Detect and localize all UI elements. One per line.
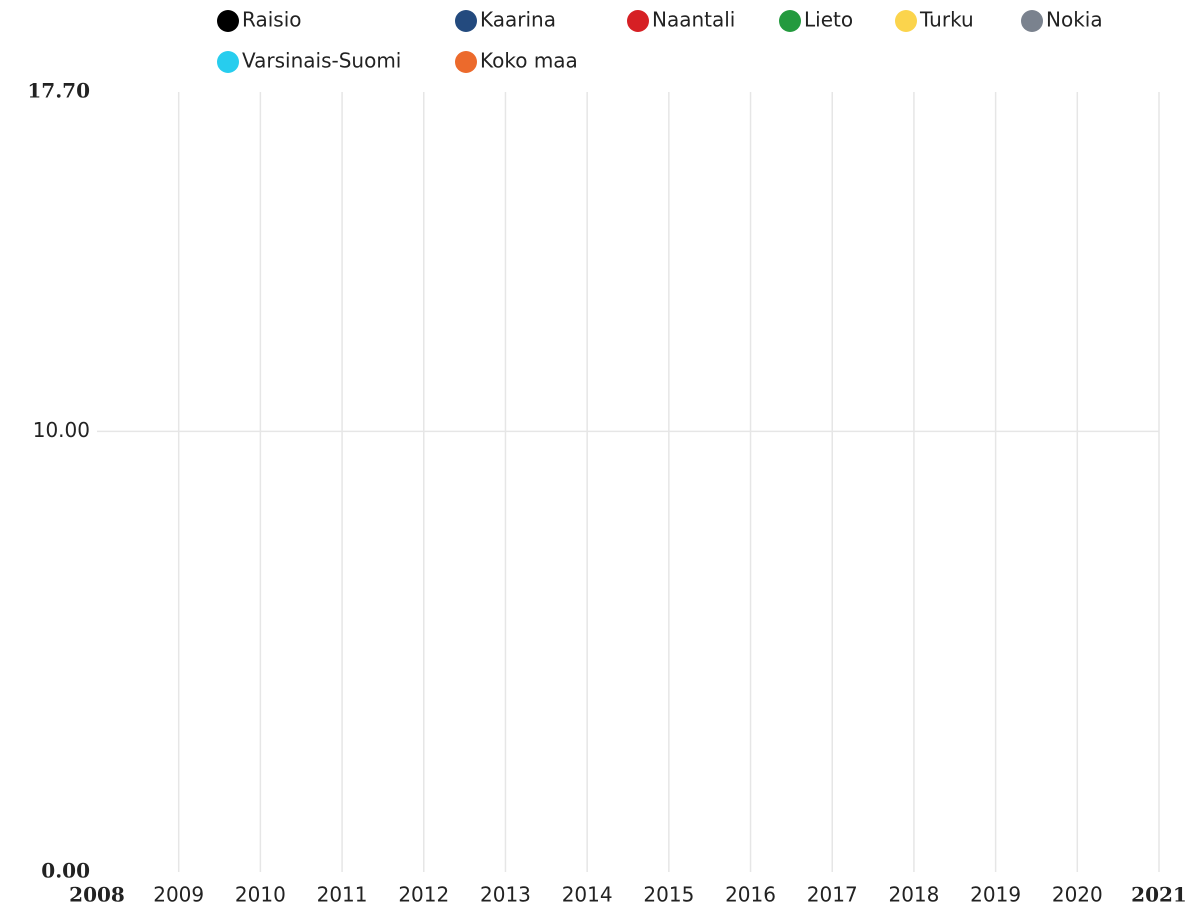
- legend-marker: [217, 10, 239, 32]
- x-tick-label: 2016: [725, 883, 776, 907]
- legend-label: Naantali: [652, 8, 735, 32]
- x-tick-label: 2014: [562, 883, 613, 907]
- x-tick-label: 2013: [480, 883, 531, 907]
- y-tick-label: 0.00: [41, 859, 90, 883]
- y-tick-label: 17.70: [27, 79, 90, 103]
- legend-label: Kaarina: [480, 8, 556, 32]
- x-tick-label: 2009: [153, 883, 204, 907]
- legend-marker: [627, 10, 649, 32]
- x-tick-label: 2010: [235, 883, 286, 907]
- legend-label: Raisio: [242, 8, 301, 32]
- legend-label: Koko maa: [480, 49, 578, 73]
- legend-label: Lieto: [804, 8, 853, 32]
- legend-label: Nokia: [1046, 8, 1103, 32]
- legend-marker: [1021, 10, 1043, 32]
- x-tick-label: 2011: [317, 883, 368, 907]
- legend-marker: [217, 51, 239, 73]
- x-tick-label: 2012: [398, 883, 449, 907]
- x-tick-label: 2015: [643, 883, 694, 907]
- x-tick-label: 2008: [69, 883, 125, 907]
- x-tick-label: 2020: [1052, 883, 1103, 907]
- x-tick-label: 2019: [970, 883, 1021, 907]
- legend-marker: [895, 10, 917, 32]
- legend-label: Turku: [919, 8, 974, 32]
- legend-marker: [455, 51, 477, 73]
- x-tick-label: 2018: [888, 883, 939, 907]
- y-tick-label: 10.00: [33, 418, 90, 442]
- legend-label: Varsinais-Suomi: [242, 49, 401, 73]
- legend-marker: [779, 10, 801, 32]
- legend-marker: [455, 10, 477, 32]
- x-tick-label: 2017: [807, 883, 858, 907]
- x-tick-label: 2021: [1131, 883, 1187, 907]
